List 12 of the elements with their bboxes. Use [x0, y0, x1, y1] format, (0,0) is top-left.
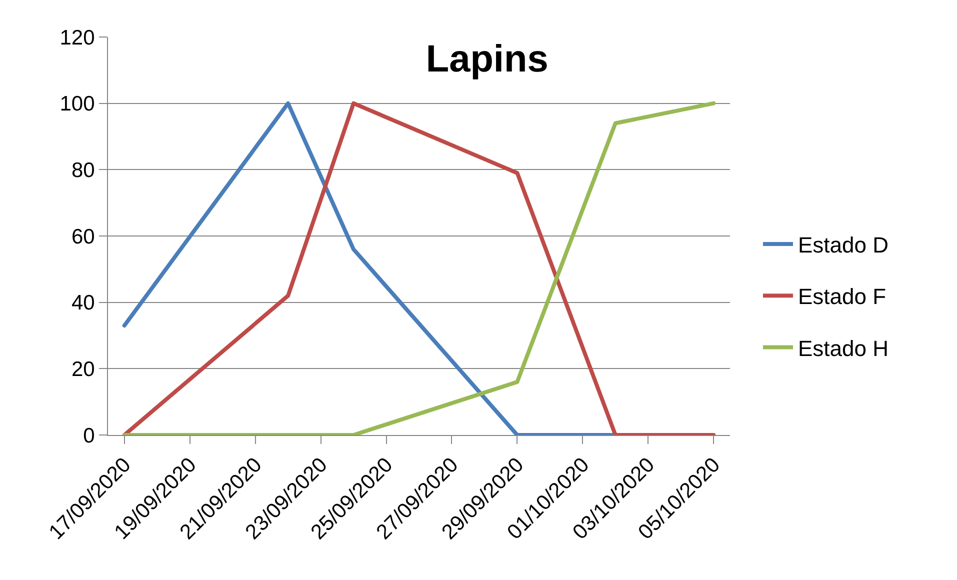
y-tick-label: 120: [60, 26, 95, 50]
chart-title: Lapins: [426, 38, 548, 80]
y-tick-label: 0: [83, 424, 95, 448]
y-tick-label: 20: [71, 358, 95, 382]
line-series: [122, 101, 716, 435]
legend-label: Estado F: [798, 284, 886, 310]
y-tick-label: 100: [60, 92, 95, 116]
y-tick-label: 40: [71, 292, 95, 315]
legend-label: Estado H: [798, 336, 888, 361]
legend-label: Estado D: [798, 232, 888, 258]
y-tick-label: 60: [71, 225, 95, 248]
y-tick-label: 80: [71, 159, 95, 182]
